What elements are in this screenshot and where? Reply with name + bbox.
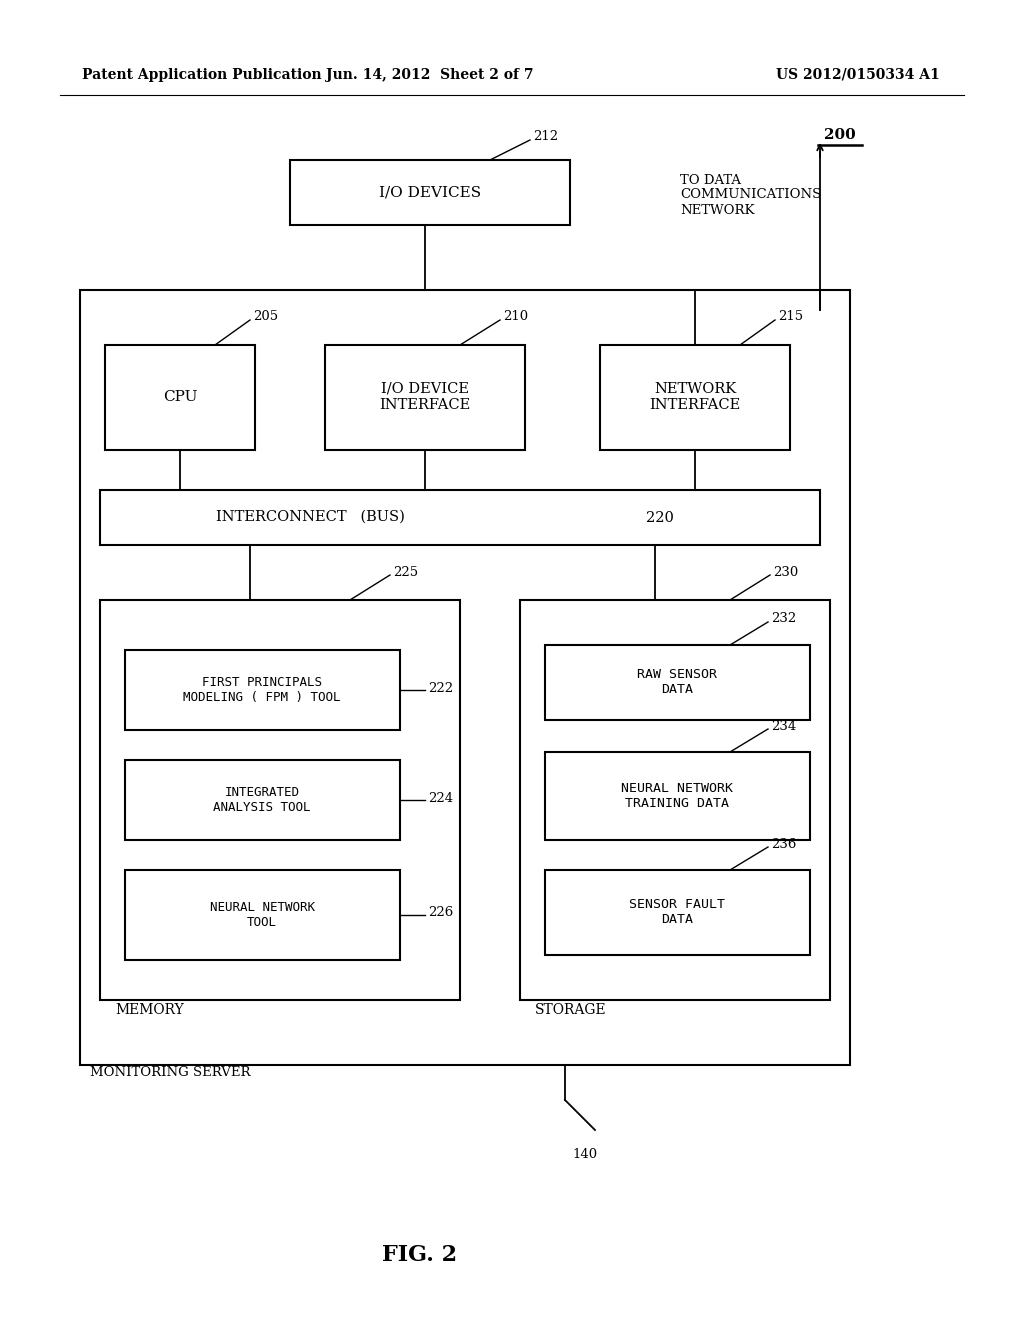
Bar bbox=[125, 649, 400, 730]
Text: MONITORING SERVER: MONITORING SERVER bbox=[90, 1065, 251, 1078]
Text: I/O DEVICES: I/O DEVICES bbox=[379, 185, 481, 199]
Text: 140: 140 bbox=[572, 1148, 598, 1162]
Text: MEMORY: MEMORY bbox=[115, 1003, 183, 1016]
Bar bbox=[545, 645, 810, 719]
Text: SENSOR FAULT
DATA: SENSOR FAULT DATA bbox=[629, 898, 725, 927]
Text: INTEGRATED
ANALYSIS TOOL: INTEGRATED ANALYSIS TOOL bbox=[213, 785, 310, 814]
Text: US 2012/0150334 A1: US 2012/0150334 A1 bbox=[776, 69, 940, 82]
Text: 210: 210 bbox=[503, 310, 528, 323]
Text: CPU: CPU bbox=[163, 389, 198, 404]
Bar bbox=[545, 870, 810, 954]
Bar bbox=[290, 160, 570, 224]
Text: NEURAL NETWORK
TOOL: NEURAL NETWORK TOOL bbox=[210, 902, 314, 929]
Text: 230: 230 bbox=[773, 565, 799, 578]
Text: 215: 215 bbox=[778, 310, 803, 323]
Text: 226: 226 bbox=[428, 907, 454, 920]
Text: 212: 212 bbox=[534, 131, 558, 144]
Text: I/O DEVICE
INTERFACE: I/O DEVICE INTERFACE bbox=[379, 381, 471, 412]
Bar bbox=[125, 760, 400, 840]
Text: RAW SENSOR
DATA: RAW SENSOR DATA bbox=[637, 668, 717, 696]
Text: 232: 232 bbox=[771, 612, 797, 626]
Bar bbox=[100, 601, 460, 1001]
Bar bbox=[325, 345, 525, 450]
Text: 205: 205 bbox=[253, 310, 279, 323]
Text: 222: 222 bbox=[428, 681, 454, 694]
Bar bbox=[600, 345, 790, 450]
Text: NETWORK
INTERFACE: NETWORK INTERFACE bbox=[649, 381, 740, 412]
Text: TO DATA
COMMUNICATIONS
NETWORK: TO DATA COMMUNICATIONS NETWORK bbox=[680, 173, 821, 216]
Text: FIRST PRINCIPALS
MODELING ( FPM ) TOOL: FIRST PRINCIPALS MODELING ( FPM ) TOOL bbox=[183, 676, 341, 704]
Text: Jun. 14, 2012  Sheet 2 of 7: Jun. 14, 2012 Sheet 2 of 7 bbox=[327, 69, 534, 82]
Bar bbox=[520, 601, 830, 1001]
Text: STORAGE: STORAGE bbox=[535, 1003, 606, 1016]
Text: 234: 234 bbox=[771, 719, 797, 733]
Bar bbox=[80, 290, 850, 1065]
Text: Patent Application Publication: Patent Application Publication bbox=[82, 69, 322, 82]
Text: 224: 224 bbox=[428, 792, 454, 804]
Bar bbox=[100, 490, 820, 545]
Text: 236: 236 bbox=[771, 837, 797, 850]
Text: NEURAL NETWORK
TRAINING DATA: NEURAL NETWORK TRAINING DATA bbox=[621, 781, 733, 810]
Text: 225: 225 bbox=[393, 565, 418, 578]
Text: 200: 200 bbox=[824, 128, 856, 143]
Bar bbox=[125, 870, 400, 960]
Text: INTERCONNECT   (BUS): INTERCONNECT (BUS) bbox=[216, 510, 404, 524]
Text: 220: 220 bbox=[646, 511, 674, 525]
Text: FIG. 2: FIG. 2 bbox=[382, 1243, 458, 1266]
Bar bbox=[105, 345, 255, 450]
Bar bbox=[545, 752, 810, 840]
